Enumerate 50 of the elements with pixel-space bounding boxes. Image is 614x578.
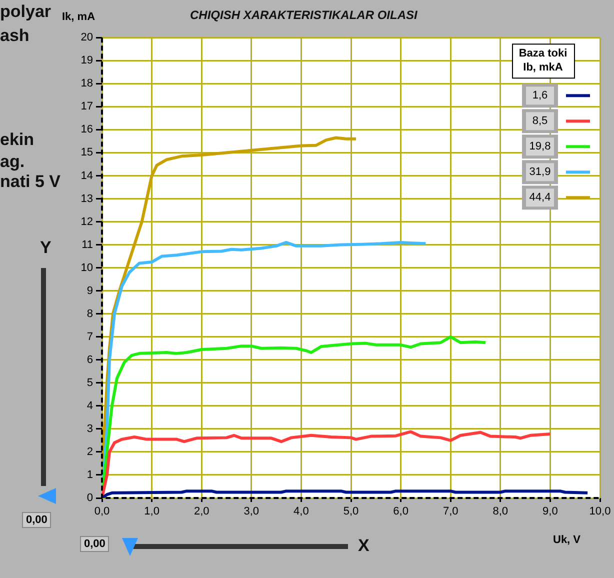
y-tick-label: 15 [80,146,93,159]
legend-label: 19,8 [529,140,551,153]
x-tick-label: 5,0 [343,506,359,518]
y-tick-label: 20 [80,32,93,44]
x-tick-label: 9,0 [542,506,558,518]
y-tick-label: 7 [86,330,93,343]
x-tick-label: 3,0 [244,506,260,518]
y-tick-label: 11 [82,238,93,251]
y-tick-label: 9 [86,284,93,297]
chart-title: CHIQISH XARAKTERISTIKALAR OILASI [190,8,418,22]
x-tick-label: 6,0 [393,506,408,518]
legend-label: 1,6 [532,90,548,102]
legend-label: 8,5 [532,115,548,128]
y-tick-label: 8 [86,308,93,320]
legend-label: 31,9 [529,166,551,178]
x-tick-label: 0,0 [94,506,110,518]
text: ekin [0,130,34,150]
text: polyar [0,2,52,22]
y-tick-label: 17 [80,100,93,113]
y-tick-label: 10 [80,262,93,274]
text: ash [0,26,30,46]
y-tick-label: 1 [86,469,93,482]
text: 0,00 [80,536,110,552]
x-tick-label: 2,0 [194,506,210,518]
y-tick-label: 16 [80,124,93,136]
y-tick-label: 4 [86,400,93,412]
text: 0,00 [22,512,52,528]
y-tick-label: 5 [86,376,93,389]
y-tick-label: 12 [80,216,93,228]
y-tick-label: 2 [86,446,93,458]
x-tick-label: 1,0 [144,506,160,518]
text: Y [40,238,52,258]
text: nati 5 V [0,172,60,192]
y-tick-label: 0 [86,492,93,504]
y-tick-label: 14 [80,170,93,182]
x-axis-title: Uk, V [553,534,581,546]
x-tick-label: 8,0 [492,506,508,518]
y-tick-label: 18 [80,78,93,90]
x-tick-label: 4,0 [294,506,309,518]
y-tick-label: 13 [80,192,93,205]
x-tick-label: 10,0 [589,506,611,518]
text: ag. [0,152,25,172]
y-tick-label: 6 [86,354,93,366]
y-tick-label: 3 [86,422,93,435]
legend-label: 44,4 [529,192,551,204]
x-tick-label: 7,0 [442,506,458,518]
legend-title: Baza toki Ib, mkA [518,48,568,74]
text: X [358,536,370,556]
y-axis-title: Ik, mA [62,11,96,23]
y-tick-label: 19 [80,54,93,67]
